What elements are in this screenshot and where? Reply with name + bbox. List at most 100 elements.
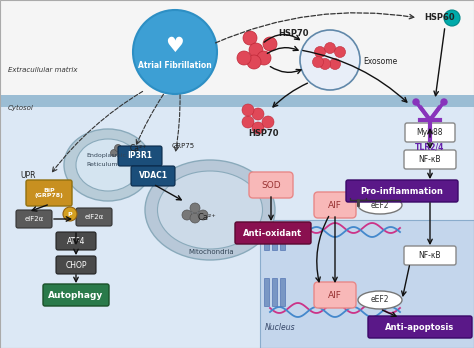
Circle shape <box>242 116 254 128</box>
Bar <box>0 0 474 95</box>
Text: CHOP: CHOP <box>65 261 87 269</box>
Bar <box>0 107 474 348</box>
Circle shape <box>182 210 192 220</box>
Circle shape <box>441 99 447 105</box>
Text: Cytosol: Cytosol <box>8 105 34 111</box>
Text: Mitochondria: Mitochondria <box>188 249 234 255</box>
Text: Pro-inflammation: Pro-inflammation <box>361 187 444 196</box>
Text: NF-κB: NF-κB <box>419 251 441 260</box>
Text: VDAC1: VDAC1 <box>138 172 167 181</box>
Circle shape <box>118 150 126 157</box>
FancyBboxPatch shape <box>405 123 455 142</box>
Text: HSP70: HSP70 <box>248 129 279 138</box>
Text: Endoplasmic: Endoplasmic <box>86 153 126 158</box>
Ellipse shape <box>76 139 140 191</box>
Text: HSP60: HSP60 <box>424 14 455 23</box>
Circle shape <box>63 207 77 221</box>
FancyBboxPatch shape <box>56 256 96 274</box>
Circle shape <box>198 210 208 220</box>
FancyBboxPatch shape <box>16 210 52 228</box>
Circle shape <box>242 104 254 116</box>
Text: Autophagy: Autophagy <box>48 291 104 300</box>
Circle shape <box>262 116 274 128</box>
Text: Atrial Fibrillation: Atrial Fibrillation <box>138 62 212 71</box>
Bar <box>280 222 285 250</box>
Text: P: P <box>68 212 73 216</box>
FancyBboxPatch shape <box>368 316 472 338</box>
Text: Reticulum: Reticulum <box>86 162 118 167</box>
Ellipse shape <box>145 160 275 260</box>
Circle shape <box>315 47 326 57</box>
FancyBboxPatch shape <box>249 172 293 198</box>
Bar <box>272 278 277 306</box>
Text: eIF2α: eIF2α <box>24 216 44 222</box>
FancyBboxPatch shape <box>314 282 356 308</box>
Circle shape <box>243 31 257 45</box>
Text: AIF: AIF <box>328 200 342 209</box>
Circle shape <box>252 122 264 134</box>
Circle shape <box>252 108 264 120</box>
Circle shape <box>335 47 346 57</box>
FancyBboxPatch shape <box>346 180 458 202</box>
FancyBboxPatch shape <box>404 150 456 169</box>
Text: TLR2/4: TLR2/4 <box>415 143 445 152</box>
FancyBboxPatch shape <box>235 222 311 244</box>
Text: Extracullular matrix: Extracullular matrix <box>8 67 78 73</box>
Text: eEF2: eEF2 <box>371 200 389 209</box>
FancyBboxPatch shape <box>56 232 96 250</box>
Text: SOD: SOD <box>261 181 281 190</box>
Text: eIF2α: eIF2α <box>84 214 104 220</box>
Circle shape <box>444 10 460 26</box>
Text: IP3R1: IP3R1 <box>128 151 153 160</box>
Polygon shape <box>260 220 474 348</box>
Text: Exosome: Exosome <box>363 57 397 66</box>
FancyBboxPatch shape <box>131 166 175 186</box>
Text: BiP
(GRP78): BiP (GRP78) <box>35 188 64 198</box>
FancyBboxPatch shape <box>314 192 356 218</box>
Circle shape <box>257 51 271 65</box>
Text: ATF4: ATF4 <box>67 237 85 245</box>
Text: Nucleus: Nucleus <box>265 323 296 332</box>
Text: NF-κB: NF-κB <box>419 155 441 164</box>
FancyBboxPatch shape <box>43 284 109 306</box>
Circle shape <box>319 58 330 70</box>
Circle shape <box>190 213 200 223</box>
Text: Anti-oxidant: Anti-oxidant <box>244 229 302 237</box>
Bar <box>264 278 269 306</box>
Text: Ca²⁺: Ca²⁺ <box>198 213 217 222</box>
FancyBboxPatch shape <box>404 246 456 265</box>
Circle shape <box>249 43 263 57</box>
Text: MyD88: MyD88 <box>417 128 443 137</box>
Text: Anti-apoptosis: Anti-apoptosis <box>385 323 455 332</box>
FancyBboxPatch shape <box>118 146 162 166</box>
Bar <box>280 278 285 306</box>
Text: AIF: AIF <box>328 291 342 300</box>
Circle shape <box>300 30 360 90</box>
Circle shape <box>110 150 118 157</box>
Circle shape <box>247 55 261 69</box>
Circle shape <box>325 42 336 54</box>
Bar <box>272 222 277 250</box>
Circle shape <box>133 10 217 94</box>
Circle shape <box>329 58 340 70</box>
Bar <box>264 222 269 250</box>
Circle shape <box>237 51 251 65</box>
Circle shape <box>312 56 323 68</box>
Circle shape <box>115 144 121 151</box>
Text: UPR: UPR <box>20 171 36 180</box>
Ellipse shape <box>358 291 402 309</box>
Text: ♥: ♥ <box>165 36 184 56</box>
FancyBboxPatch shape <box>26 180 72 206</box>
Bar <box>0 95 474 107</box>
Text: HSP70: HSP70 <box>278 29 309 38</box>
Ellipse shape <box>157 171 263 249</box>
Text: eEF2: eEF2 <box>371 295 389 304</box>
Ellipse shape <box>358 196 402 214</box>
Circle shape <box>413 99 419 105</box>
Circle shape <box>263 37 277 51</box>
Text: GRP75: GRP75 <box>172 143 195 149</box>
FancyBboxPatch shape <box>76 208 112 226</box>
Circle shape <box>190 203 200 213</box>
Text: Ca²⁺: Ca²⁺ <box>130 144 147 153</box>
Ellipse shape <box>64 129 152 201</box>
